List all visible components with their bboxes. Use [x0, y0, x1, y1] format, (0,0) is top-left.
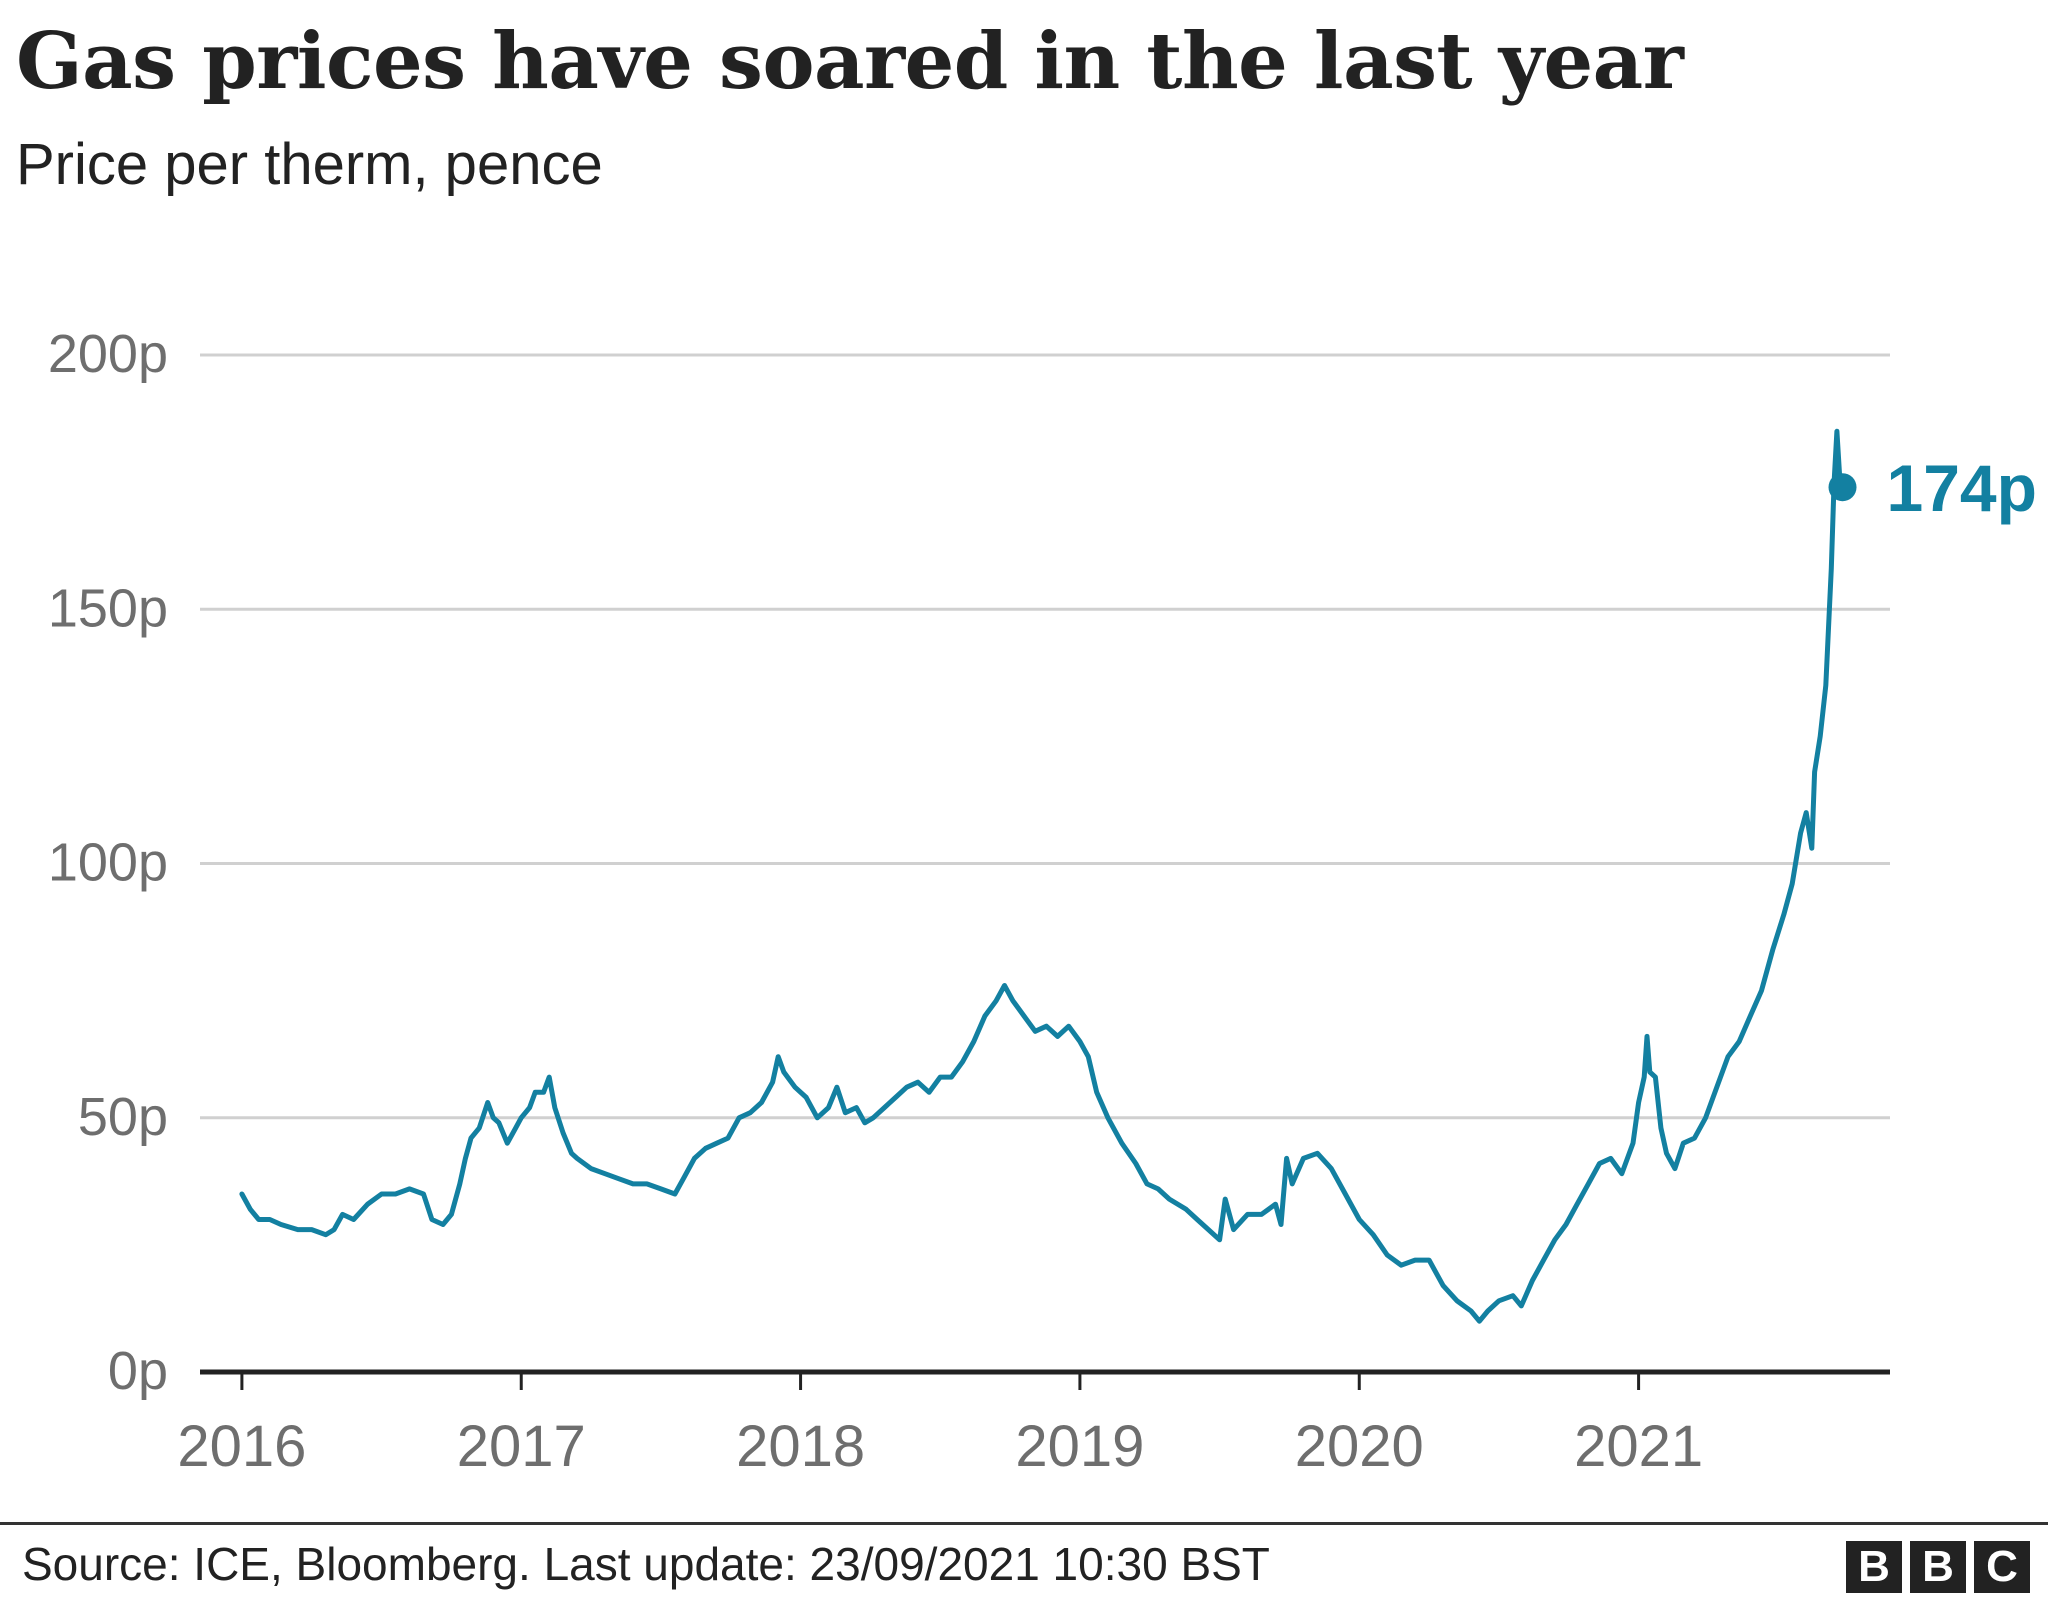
y-tick-label: 0p — [108, 1341, 168, 1401]
price-line — [239, 428, 1845, 1324]
y-tick-label: 150p — [48, 578, 168, 638]
footer-divider — [0, 1522, 2048, 1525]
end-value-label: 174p — [1887, 451, 2037, 525]
logo-block-b1: B — [1846, 1541, 1902, 1593]
series-layer — [239, 428, 1845, 1324]
y-axis-tick-labels: 0p 50p 100p 150p 200p — [48, 324, 168, 1401]
logo-block-b2: B — [1910, 1541, 1966, 1593]
x-axis: 2016 2017 2018 2019 2020 2021 — [177, 1369, 1890, 1479]
annotations: 174p — [1828, 451, 2037, 525]
x-tick-label: 2018 — [736, 1414, 865, 1479]
y-tick-label: 100p — [48, 833, 168, 893]
x-tick-label: 2016 — [177, 1414, 306, 1479]
source-note: Source: ICE, Bloomberg. Last update: 23/… — [22, 1538, 1270, 1590]
chart-title: Gas prices have soared in the last year — [16, 16, 1684, 107]
bbc-logo: B B C — [1846, 1541, 2030, 1593]
x-tick-label: 2017 — [457, 1414, 586, 1479]
y-tick-label: 200p — [48, 324, 168, 384]
logo-block-c: C — [1974, 1541, 2030, 1593]
gridlines — [200, 353, 1890, 1120]
chart-subtitle: Price per therm, pence — [16, 132, 603, 197]
x-tick-label: 2021 — [1574, 1414, 1703, 1479]
end-point-marker — [1828, 473, 1857, 502]
x-tick-label: 2019 — [1015, 1414, 1144, 1479]
x-tick-label: 2020 — [1295, 1414, 1424, 1479]
y-tick-label: 50p — [78, 1087, 168, 1147]
